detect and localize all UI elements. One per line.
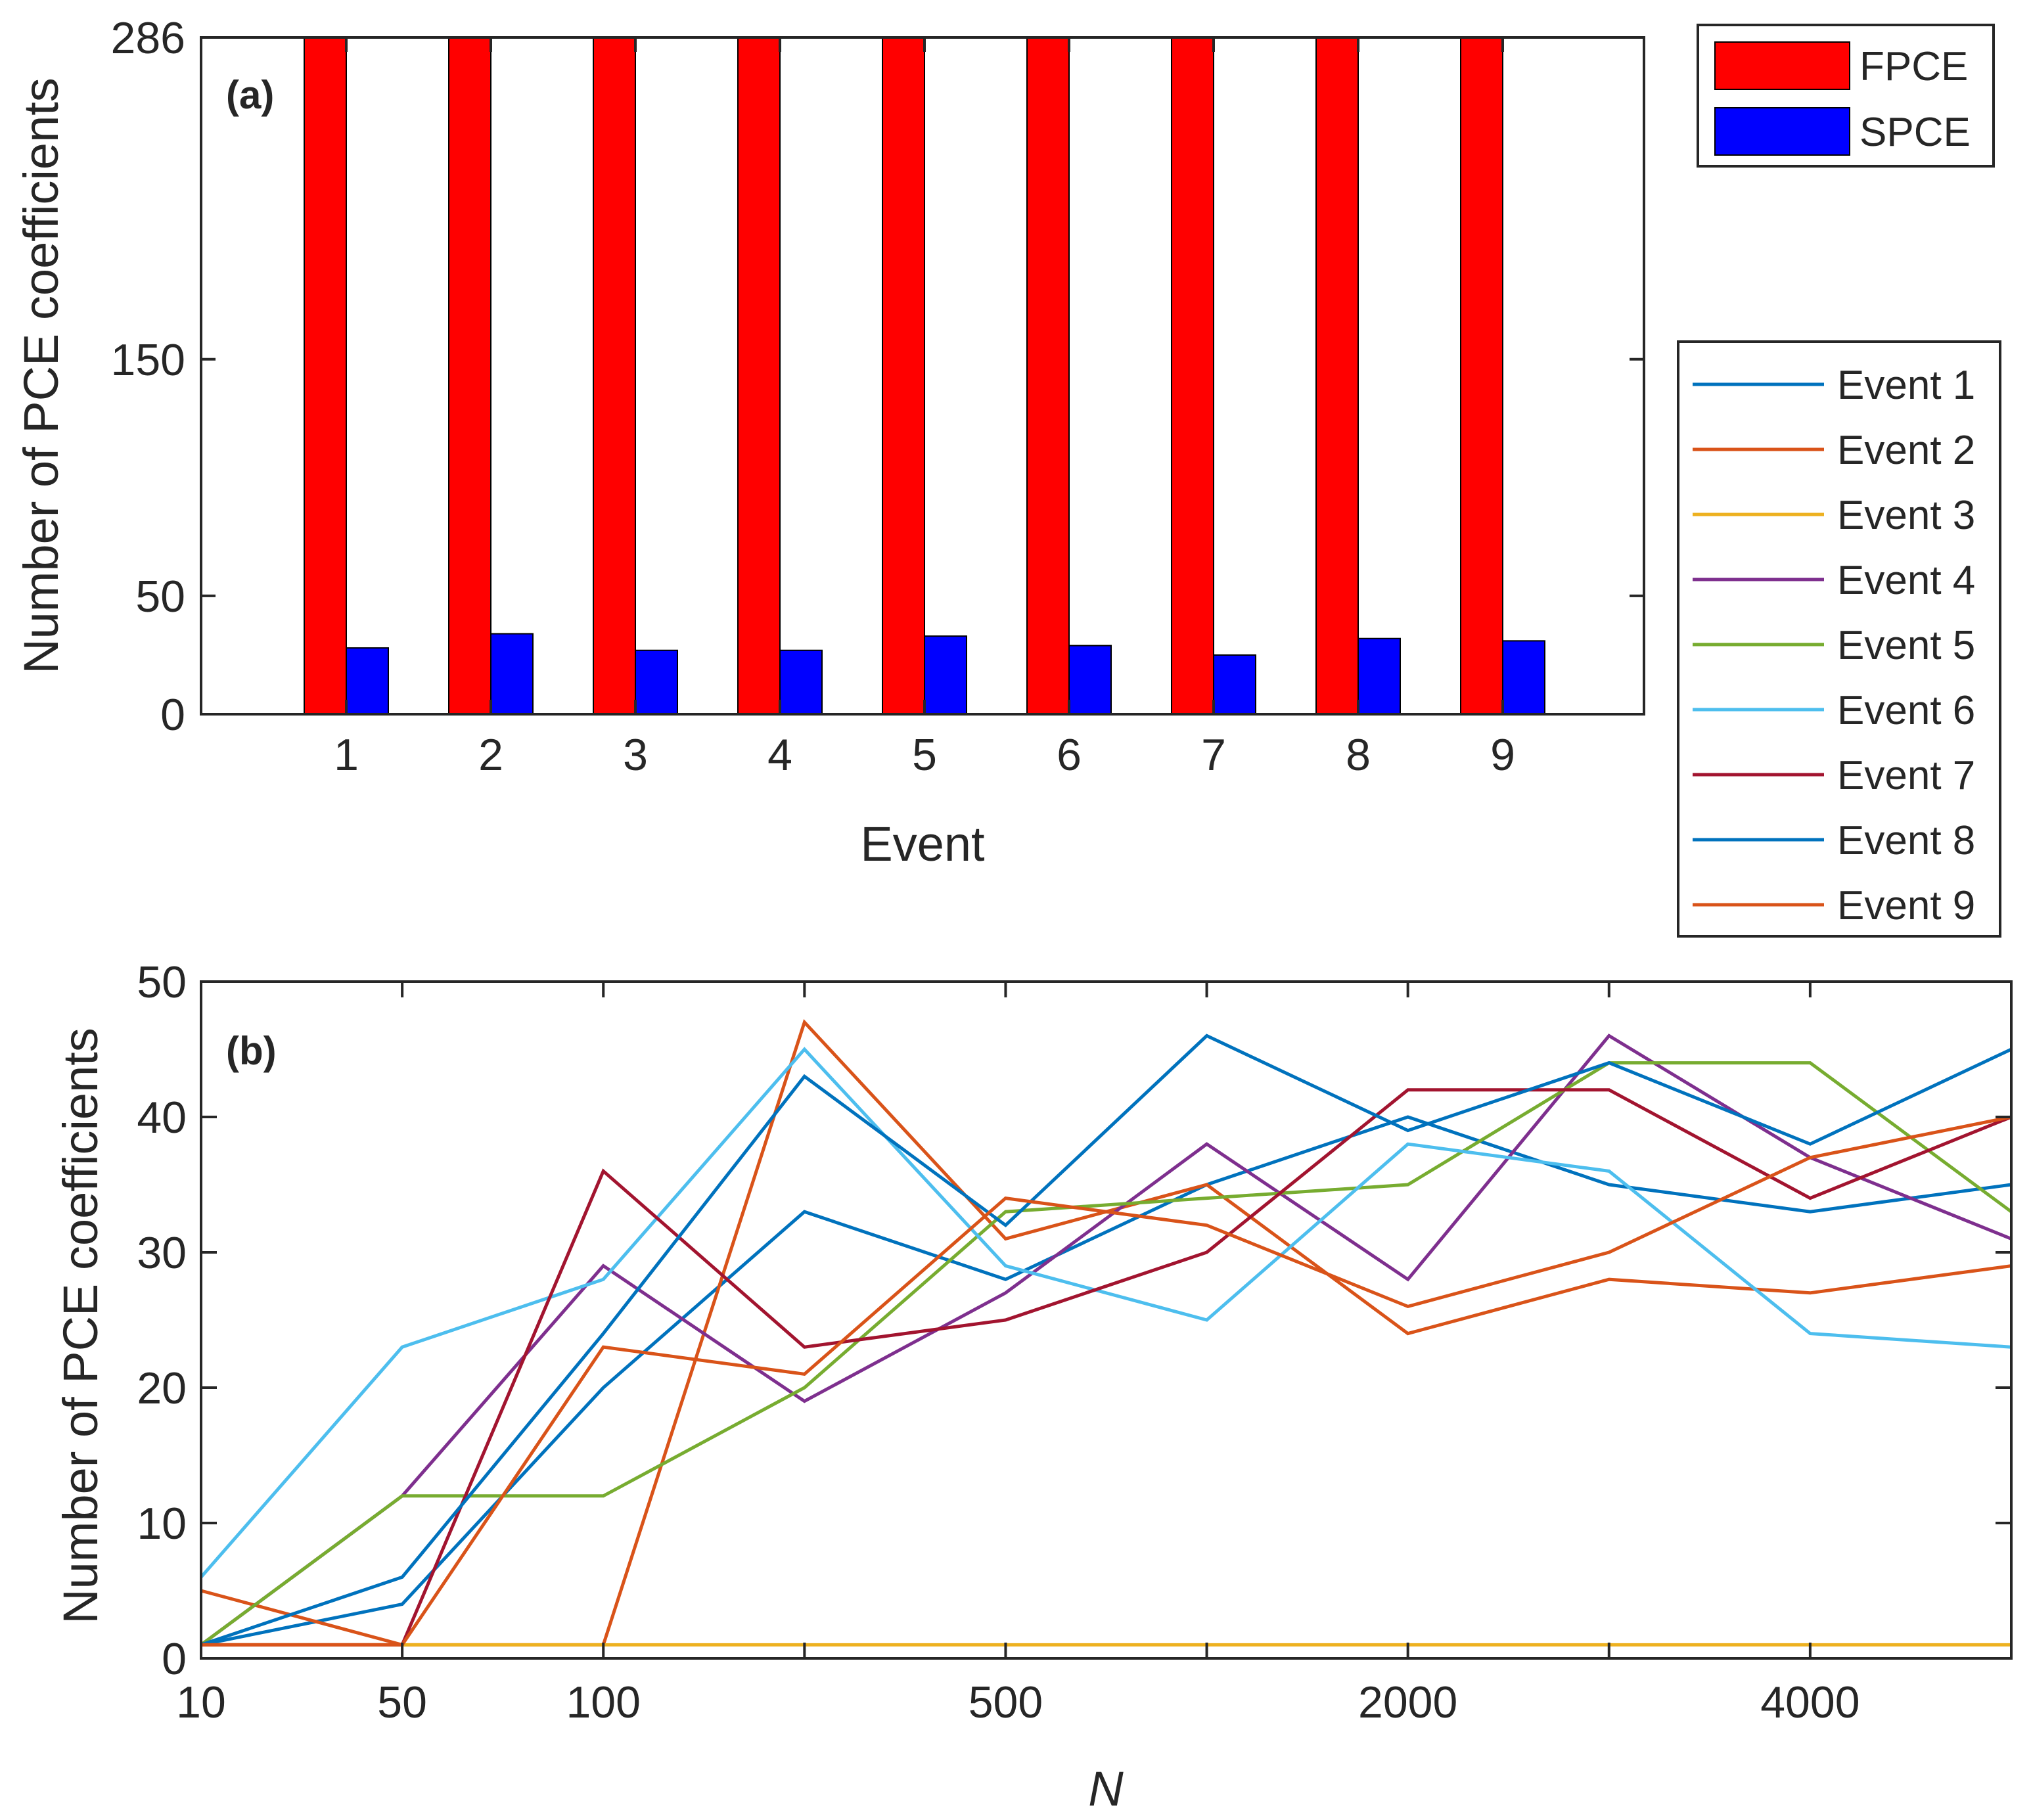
panel-b-x-tick-label: 500 (969, 1677, 1043, 1727)
panel-b-x-tick-label: 100 (566, 1677, 640, 1727)
panel-a-bars (304, 37, 1545, 716)
legend-label-event-3: Event 3 (1837, 493, 1975, 538)
panel-a-x-axis-label: Event (860, 817, 985, 871)
panel-a-x-tick-label: 6 (1057, 730, 1082, 780)
bar-fpce-event-5 (882, 37, 925, 715)
legend-label-fpce: FPCE (1860, 44, 1968, 89)
panel-a-legend: FPCE SPCE (1697, 24, 1995, 168)
panel-b-x-tick-label: 2000 (1358, 1677, 1457, 1727)
panel-b-label: (b) (226, 1029, 277, 1073)
panel-b-legend-box (1677, 340, 2001, 938)
legend-label-event-7: Event 7 (1837, 753, 1975, 798)
panel-a-x-tick-label: 5 (912, 730, 937, 780)
legend-swatch-fpce (1714, 41, 1850, 90)
bar-fpce-event-4 (737, 37, 781, 715)
bar-fpce-event-1 (304, 37, 347, 715)
legend-label-event-6: Event 6 (1837, 688, 1975, 733)
panel-a-axes-frame (200, 36, 1645, 716)
panel-a-x-tick-label: 9 (1490, 730, 1515, 780)
panel-b-y-axis-label: Number of PCE coefficients (53, 1028, 108, 1624)
panel-a-x-tick-label: 4 (767, 730, 792, 780)
panel-b-y-tick-label: 40 (137, 1093, 187, 1143)
legend-label-event-5: Event 5 (1837, 623, 1975, 668)
panel-b-y-tick-label: 0 (162, 1634, 187, 1684)
panel-a-y-tick-label: 286 (111, 13, 185, 63)
legend-label-event-9: Event 9 (1837, 883, 1975, 928)
bar-spce-event-1 (346, 647, 389, 715)
panel-a-x-tick-label: 3 (623, 730, 648, 780)
bar-spce-event-9 (1502, 640, 1545, 715)
legend-label-event-8: Event 8 (1837, 818, 1975, 863)
panel-b-y-tick-label: 10 (137, 1499, 187, 1549)
line-event-8 (200, 1034, 2013, 1647)
panel-a-y-tick-label: 50 (135, 572, 185, 622)
panel-a-y-tick-label: 150 (111, 335, 185, 385)
bar-spce-event-6 (1068, 645, 1112, 716)
panel-b-x-tick-label: 50 (377, 1677, 427, 1727)
panel-b-axes-frame (200, 980, 2013, 1660)
bar-fpce-event-8 (1315, 37, 1359, 715)
line-event-4 (200, 1034, 2012, 1647)
panel-b-y-tick-label: 20 (137, 1363, 187, 1413)
bar-spce-event-2 (490, 633, 534, 715)
bar-spce-event-4 (779, 649, 823, 716)
panel-a-x-tick-label: 7 (1201, 730, 1226, 780)
line-event-6 (200, 1047, 2012, 1579)
bar-spce-event-7 (1213, 654, 1256, 715)
legend-label-event-4: Event 4 (1837, 558, 1975, 603)
panel-a-y-axis-label: Number of PCE coefficients (14, 78, 68, 674)
panel-a-x-tick-label: 8 (1346, 730, 1371, 780)
panel-b-x-axis-label: N (1088, 1762, 1124, 1816)
panel-a-ticks: 1 2 3 4 5 6 7 8 9 0 50 150 286 (111, 13, 1644, 780)
panel-b-x-tick-label: 4000 (1760, 1677, 1860, 1727)
bar-spce-event-8 (1358, 637, 1401, 716)
panel-b-y-tick-label: 30 (137, 1228, 187, 1278)
panel-a-y-tick-label: 0 (160, 690, 185, 740)
bar-fpce-event-9 (1460, 37, 1503, 715)
panel-a-label: (a) (226, 73, 274, 117)
bar-spce-event-5 (924, 635, 967, 716)
line-event-9 (201, 1115, 2012, 1647)
bar-spce-event-3 (635, 649, 678, 716)
bar-fpce-event-6 (1026, 37, 1070, 715)
legend-swatch-spce (1714, 107, 1850, 156)
bar-fpce-event-2 (448, 37, 491, 715)
panel-b-lines (200, 1018, 2013, 1647)
legend-label-event-1: Event 1 (1837, 363, 1975, 408)
panel-b-x-tick-label: 10 (176, 1677, 226, 1727)
bar-fpce-event-7 (1171, 37, 1214, 715)
bar-fpce-event-3 (593, 37, 636, 715)
panel-b-y-tick-label: 50 (137, 957, 187, 1007)
legend-label-spce: SPCE (1860, 110, 1971, 155)
panel-a-bar-chart: 1 2 3 4 5 6 7 8 9 0 50 150 286 (a) Event Number of P… (14, 13, 1995, 871)
line-event-7 (201, 1088, 2012, 1647)
panel-a-x-tick-label: 1 (334, 730, 359, 780)
legend-label-event-2: Event 2 (1837, 428, 1975, 473)
panel-a-x-tick-label: 2 (478, 730, 503, 780)
panel-b-legend: Event 1 Event 2 Event 3 Event 4 Event 5 Event… (1677, 340, 2001, 938)
